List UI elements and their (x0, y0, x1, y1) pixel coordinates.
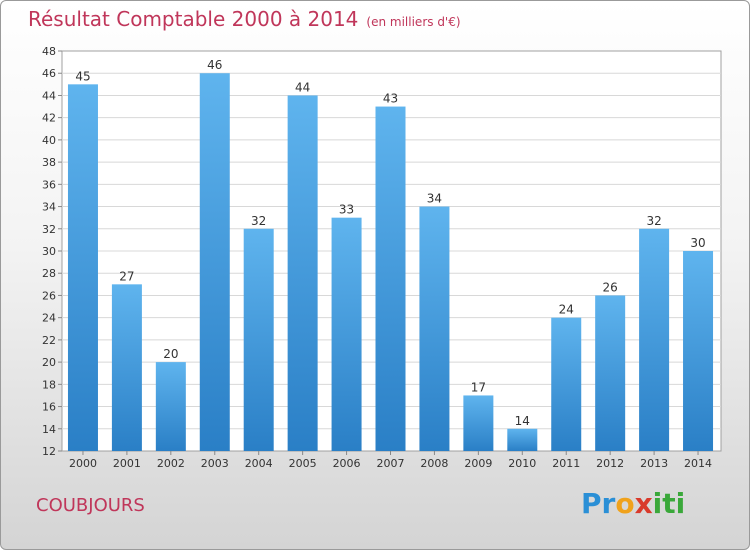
x-tick-label: 2005 (289, 457, 317, 470)
x-tick-label: 2012 (596, 457, 624, 470)
bar-2006 (331, 217, 362, 451)
bar-2005 (287, 95, 318, 451)
y-tick-label: 48 (42, 45, 56, 58)
y-tick-label: 46 (42, 67, 56, 80)
x-tick-label: 2000 (69, 457, 97, 470)
bar-2002 (155, 362, 186, 451)
bar-2012 (595, 295, 626, 451)
bar-2009 (463, 395, 494, 451)
bar-2014 (683, 251, 714, 451)
y-tick-label: 12 (42, 445, 56, 458)
logo-letter: o (615, 487, 635, 520)
commune-name: COUBJOURS (36, 495, 145, 516)
bar-value-label: 30 (690, 236, 705, 250)
bar-2004 (243, 228, 274, 451)
y-tick-label: 36 (42, 178, 56, 191)
x-tick-label: 2009 (464, 457, 492, 470)
y-tick-label: 32 (42, 223, 56, 236)
bar-2000 (67, 84, 98, 451)
proxiti-logo: Proxiti (581, 487, 685, 520)
y-tick-label: 34 (42, 201, 56, 214)
y-tick-label: 26 (42, 289, 56, 302)
y-tick-label: 44 (42, 89, 56, 102)
bar-2010 (507, 428, 538, 451)
logo-letter: i (652, 487, 663, 520)
y-tick-label: 42 (42, 112, 56, 125)
bar-value-label: 33 (339, 203, 354, 217)
bar-2011 (551, 317, 582, 451)
bar-value-label: 45 (75, 69, 90, 83)
y-tick-label: 16 (42, 401, 56, 414)
bar-value-label: 26 (603, 280, 618, 294)
bar-value-label: 17 (471, 380, 486, 394)
chart-title-main: Résultat Comptable 2000 à 2014 (28, 7, 359, 31)
bar-value-label: 32 (646, 214, 661, 228)
x-tick-label: 2014 (684, 457, 712, 470)
bar-2007 (375, 106, 406, 452)
y-tick-label: 24 (42, 312, 56, 325)
x-tick-label: 2002 (157, 457, 185, 470)
x-tick-label: 2010 (508, 457, 536, 470)
x-tick-label: 2006 (333, 457, 361, 470)
bar-value-label: 24 (559, 303, 574, 317)
x-tick-label: 2008 (420, 457, 448, 470)
bar-2013 (639, 228, 670, 451)
logo-letter: i (675, 487, 686, 520)
chart-title-unit: (en milliers d'€) (366, 15, 461, 29)
x-tick-label: 2007 (377, 457, 405, 470)
x-axis: 2000 2001 2002 2003 2004 2005 2006 2007 2008 2009… (69, 451, 712, 470)
bar-value-label: 32 (251, 214, 266, 228)
bar-2003 (199, 73, 230, 451)
bar-2008 (419, 206, 450, 451)
x-tick-label: 2013 (640, 457, 668, 470)
bar-value-label: 27 (119, 269, 134, 283)
logo-letter: t (662, 487, 676, 520)
y-tick-label: 28 (42, 267, 56, 280)
chart-title: Résultat Comptable 2000 à 2014 (en millie… (28, 7, 461, 31)
y-tick-label: 22 (42, 334, 56, 347)
x-tick-label: 2011 (552, 457, 580, 470)
y-tick-label: 14 (42, 423, 56, 436)
y-tick-label: 40 (42, 134, 56, 147)
bar-value-label: 43 (383, 92, 398, 106)
bar-2001 (111, 284, 142, 451)
bar-value-label: 14 (515, 414, 530, 428)
bar-value-label: 20 (163, 347, 178, 361)
y-tick-label: 30 (42, 245, 56, 258)
x-tick-label: 2003 (201, 457, 229, 470)
bars: 45 27 20 46 32 44 33 43 34 17 14 24 26 32 30 (67, 58, 714, 452)
logo-letter: x (634, 487, 653, 520)
y-tick-label: 20 (42, 356, 56, 369)
y-tick-label: 18 (42, 378, 56, 391)
bar-value-label: 46 (207, 58, 222, 72)
logo-letter: P (581, 487, 602, 520)
logo-letter: r (601, 487, 616, 520)
y-axis: 12 14 16 18 20 22 24 26 28 30 32 34 36 38 40 42 44 46 48 (42, 45, 62, 458)
x-tick-label: 2001 (113, 457, 141, 470)
x-tick-label: 2004 (245, 457, 273, 470)
bar-value-label: 34 (427, 192, 442, 206)
y-tick-label: 38 (42, 156, 56, 169)
bar-value-label: 44 (295, 80, 310, 94)
